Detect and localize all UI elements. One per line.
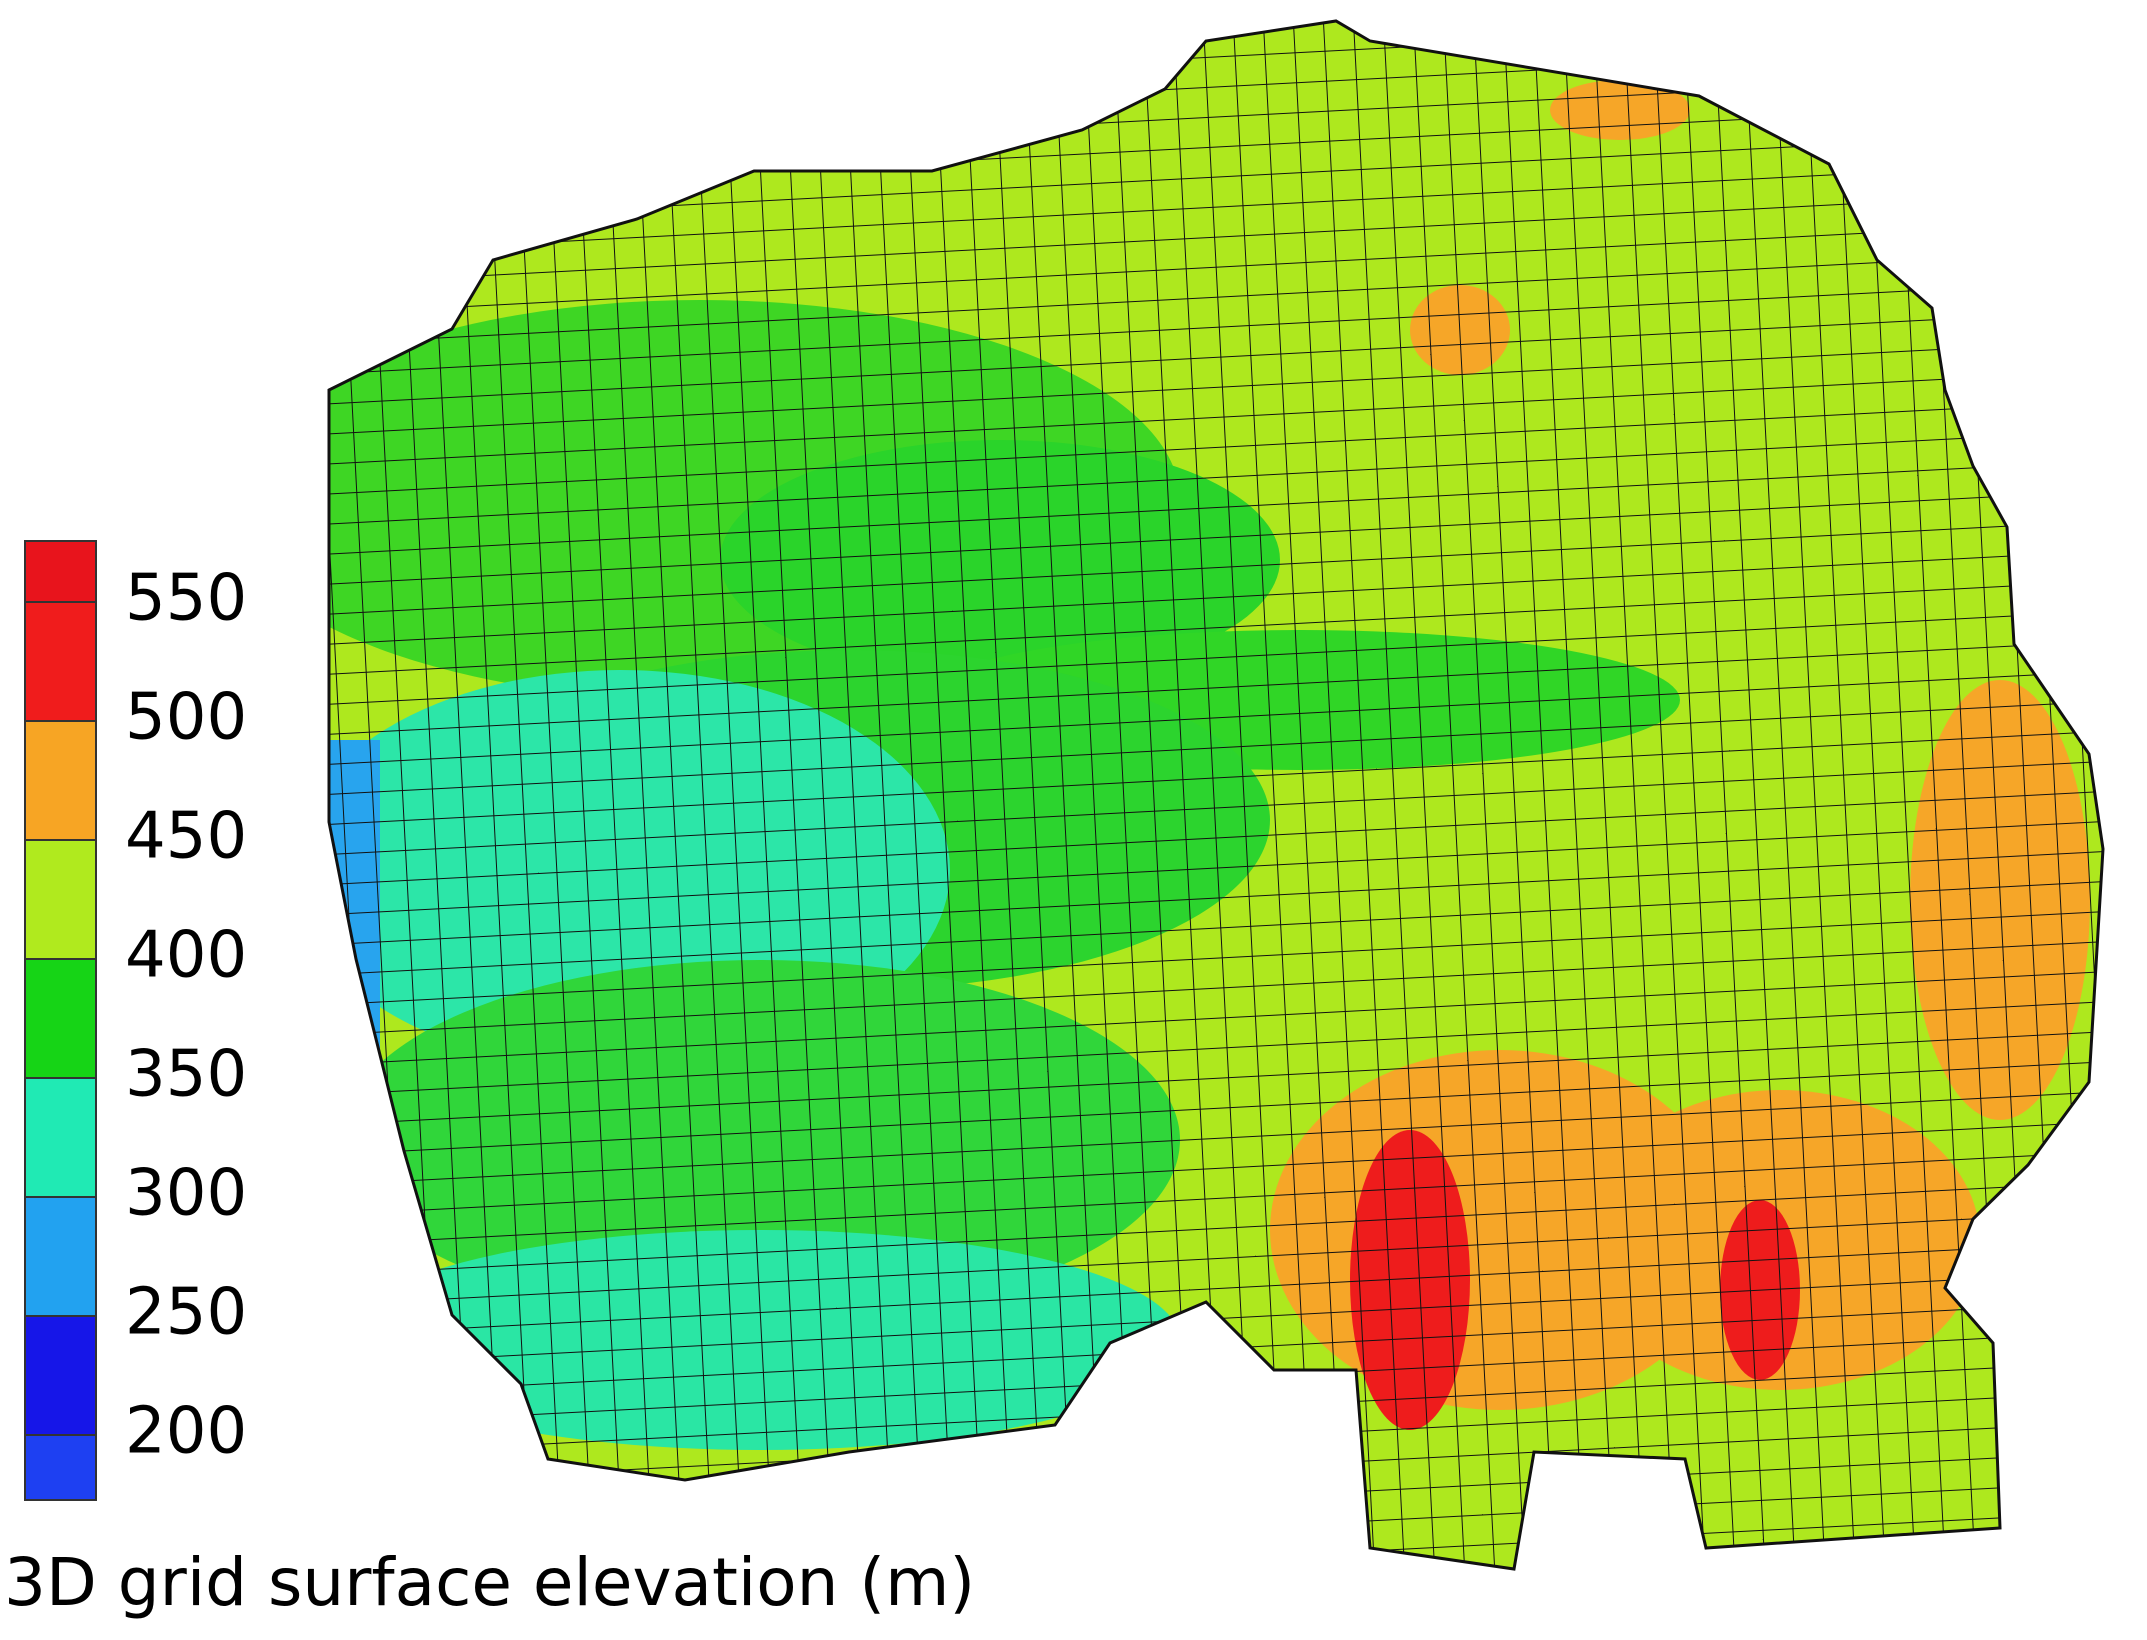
colorbar-segment xyxy=(24,1196,97,1317)
colorbar-label: 500 xyxy=(125,681,247,755)
colorbar-segment xyxy=(24,720,97,841)
colorbar-segment xyxy=(24,1434,97,1501)
colorbar-label: 300 xyxy=(125,1157,247,1231)
colorbar-segment xyxy=(24,1315,97,1436)
grid-surface xyxy=(329,21,2103,1569)
colorbar-label: 200 xyxy=(125,1395,247,1469)
colorbar-label: 400 xyxy=(125,919,247,993)
caption: 3D grid surface elevation (m) xyxy=(4,1544,975,1621)
colorbar-label: 450 xyxy=(125,800,247,874)
colorbar-segment xyxy=(24,601,97,722)
colorbar: 550 500 450 400 350 300 250 200 xyxy=(24,540,247,1501)
colorbar-label: 350 xyxy=(125,1038,247,1112)
colorbar-segment xyxy=(24,839,97,960)
colorbar-segment xyxy=(24,1077,97,1198)
colorbar-segment xyxy=(24,540,97,603)
colorbar-label: 550 xyxy=(125,562,247,636)
colorbar-segment xyxy=(24,958,97,1079)
colorbar-label: 250 xyxy=(125,1276,247,1350)
